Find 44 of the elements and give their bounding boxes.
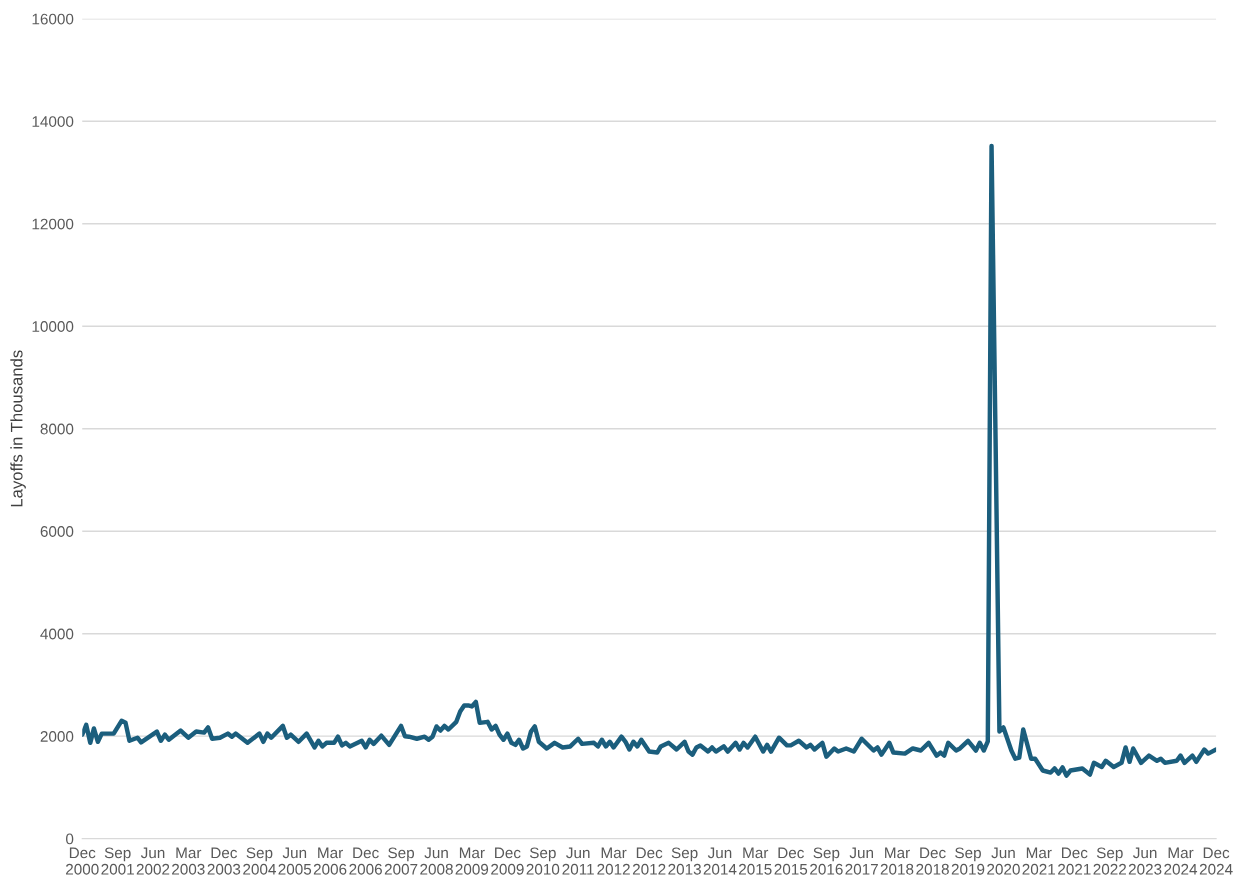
x-tick-label: Jun 2014	[703, 847, 737, 875]
x-tick-label: Mar 2012	[597, 847, 630, 875]
x-tick-label: Mar 2021	[1022, 847, 1056, 875]
x-tick-label: Dec 2003	[207, 847, 241, 875]
y-tick-label: 8000	[40, 423, 74, 435]
x-tick-label: Sep 2004	[243, 847, 276, 875]
y-axis-title: Layoffs in Thousands	[10, 350, 26, 507]
x-tick-label: Jun 2020	[987, 847, 1020, 875]
x-tick-label: Jun 2017	[845, 847, 878, 875]
x-tick-label: Dec 2000	[66, 847, 99, 875]
x-tick-label: Mar 2006	[313, 847, 347, 875]
x-tick-label: Dec 2012	[632, 847, 666, 875]
x-tick-label: Mar 2024	[1164, 847, 1198, 875]
x-tick-label: Sep 2001	[101, 847, 134, 875]
y-tick-label: 16000	[32, 13, 74, 25]
x-tick-label: Mar 2003	[172, 847, 205, 875]
y-tick-label: 2000	[40, 731, 74, 742]
x-tick-label: Dec 2018	[916, 847, 949, 875]
x-tick-label: Jun 2008	[420, 847, 453, 875]
x-tick-label: Mar 2015	[739, 847, 772, 875]
x-tick-label: Sep 2019	[951, 847, 985, 875]
x-tick-label: Jun 2023	[1128, 847, 1162, 875]
x-tick-label: Sep 2016	[810, 847, 843, 875]
y-tick-label: 10000	[32, 321, 74, 332]
x-tick-label: Mar 2018	[880, 847, 914, 875]
y-tick-label: 0	[66, 833, 74, 845]
x-tick-label: Jun 2005	[278, 847, 312, 875]
x-tick-label: Sep 2022	[1093, 847, 1126, 875]
y-tick-label: 4000	[40, 628, 74, 640]
y-tick-label: 14000	[32, 116, 74, 127]
x-tick-label: Sep 2013	[668, 847, 701, 875]
line-series	[82, 143, 1217, 778]
x-tick-label: Mar 2009	[455, 847, 489, 875]
x-tick-label: Dec 2006	[349, 847, 382, 875]
x-tick-label: Sep 2007	[384, 847, 418, 875]
x-tick-label: Dec 2024	[1199, 847, 1233, 875]
x-tick-label: Jun 2011	[562, 847, 594, 875]
x-tick-label: Dec 2009	[491, 847, 524, 875]
x-tick-label: Jun 2002	[136, 847, 170, 875]
x-tick-label: Dec 2021	[1058, 847, 1091, 875]
x-tick-label: Dec 2015	[774, 847, 808, 875]
x-tick-label: Sep 2010	[526, 847, 560, 875]
y-tick-label: 12000	[32, 218, 74, 230]
y-tick-label: 6000	[40, 526, 74, 537]
